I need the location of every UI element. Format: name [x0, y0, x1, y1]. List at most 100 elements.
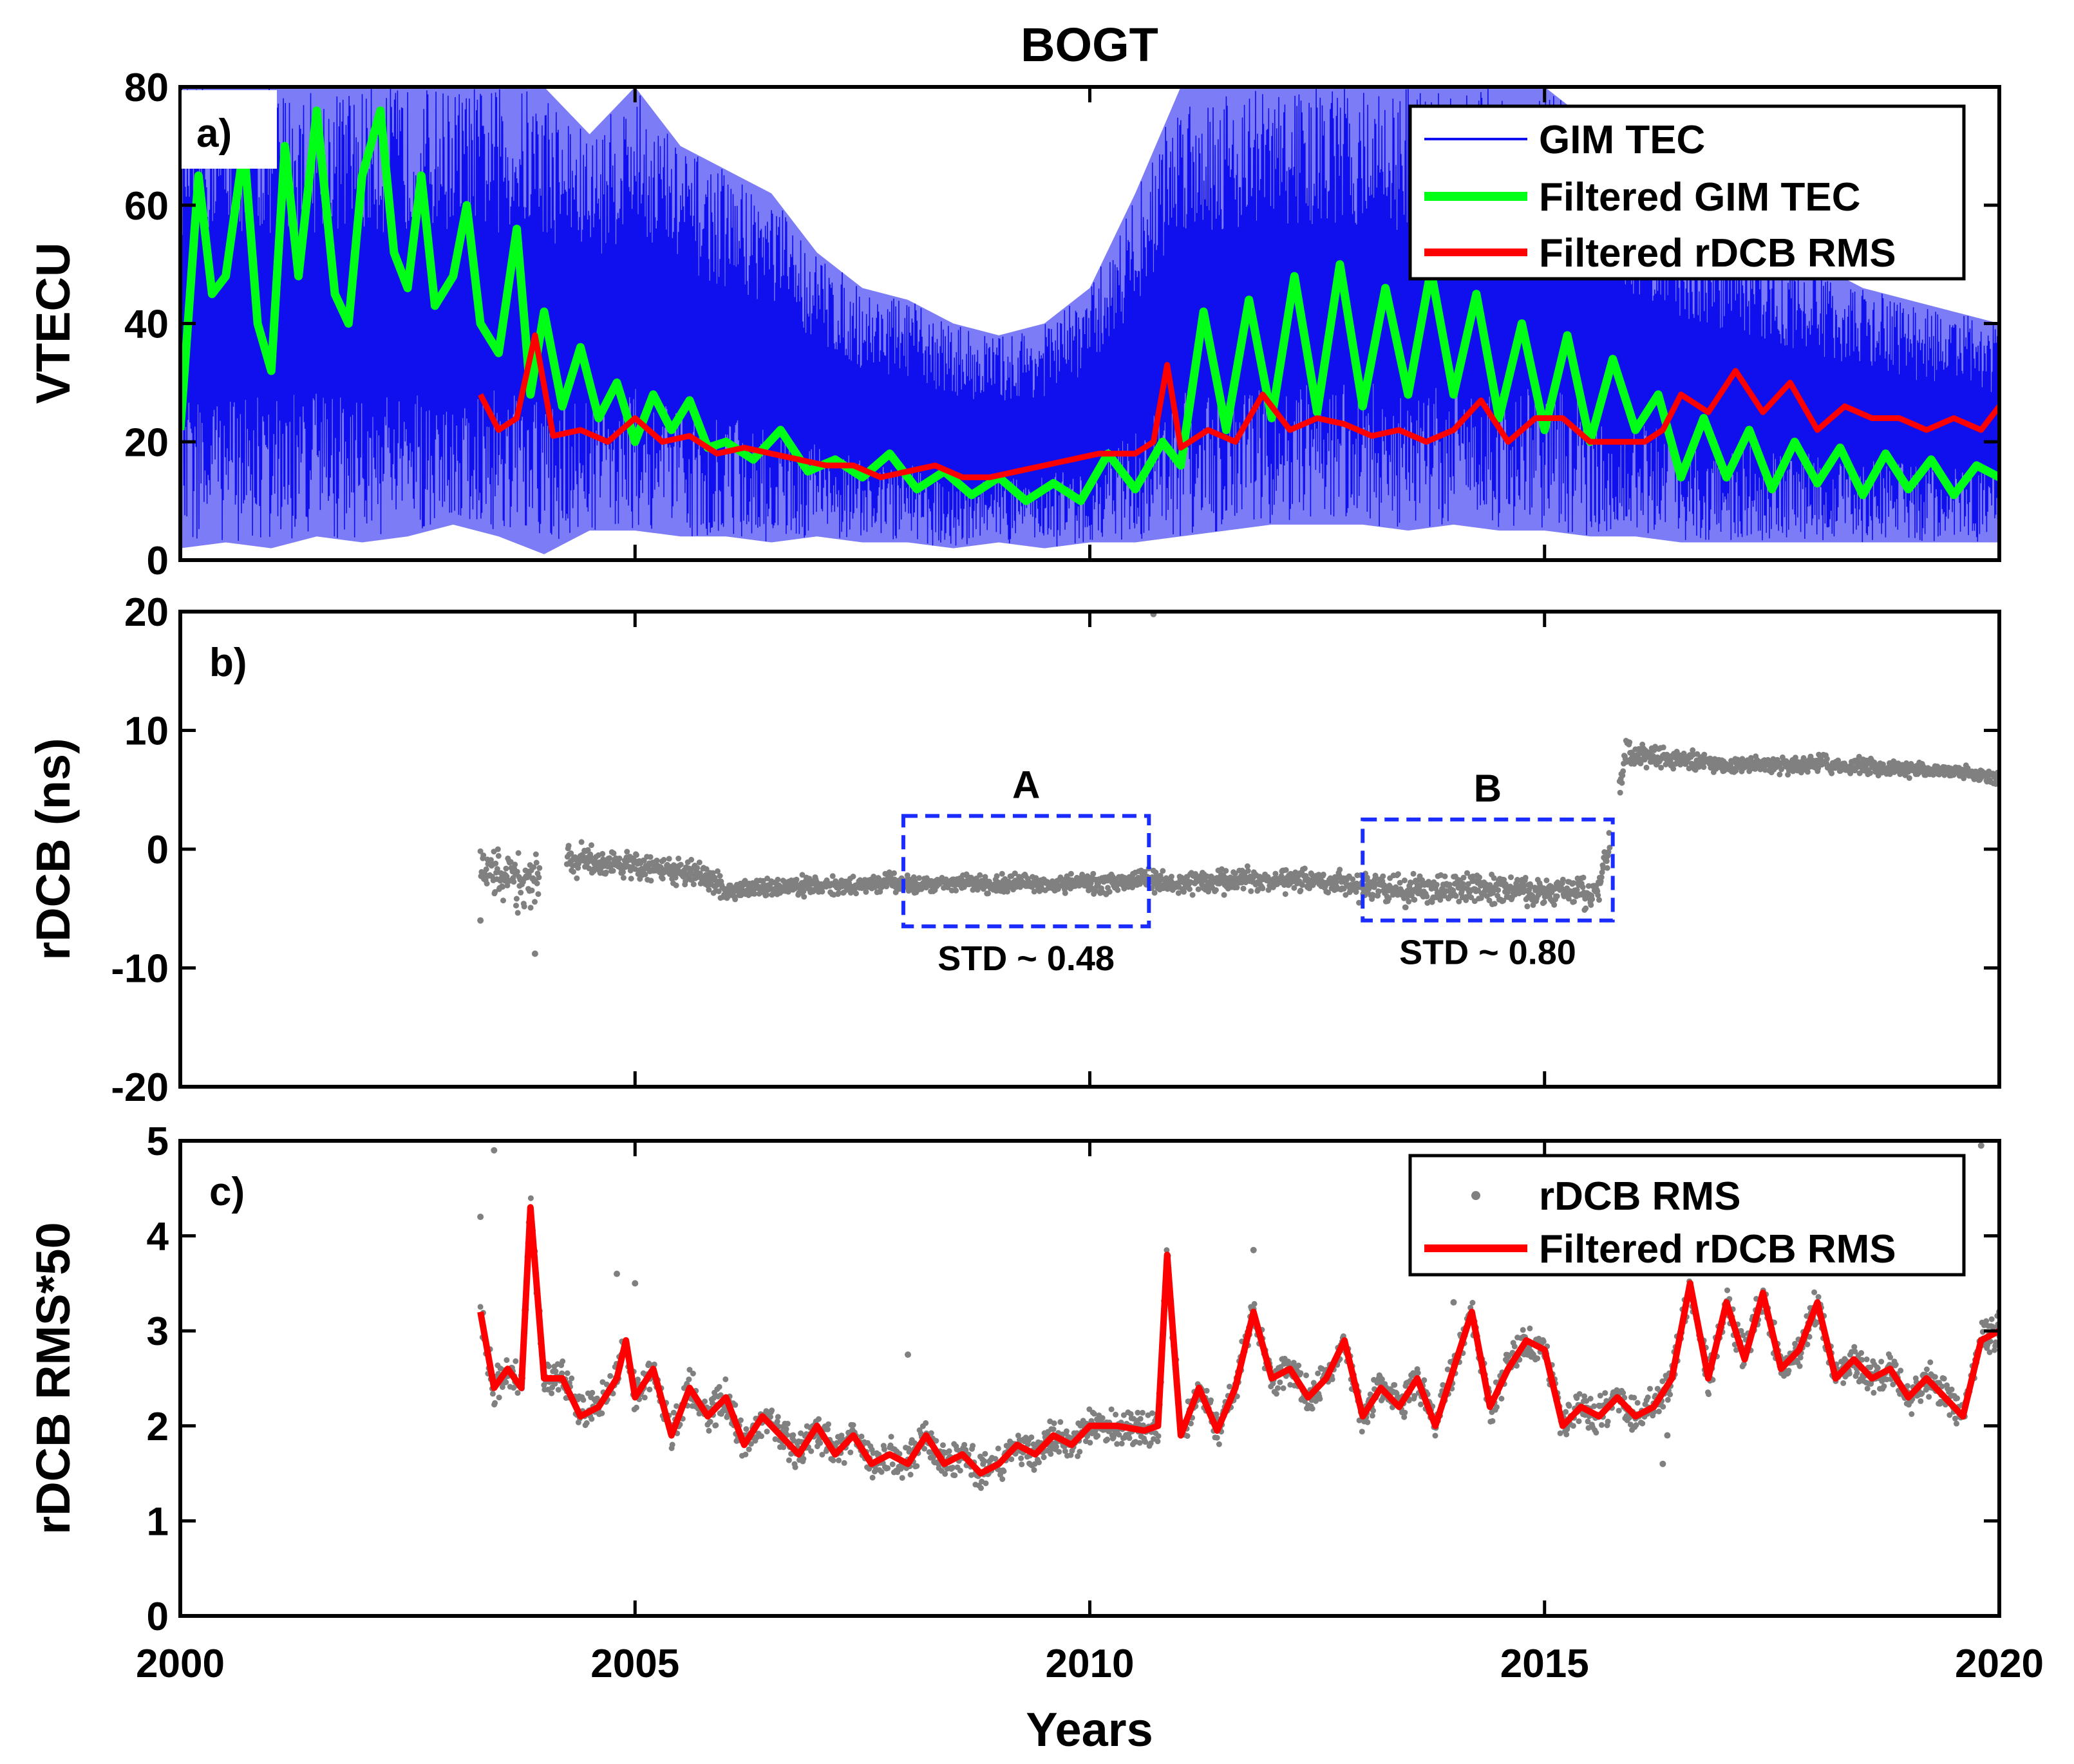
panel-a-ylabel: VTECU	[26, 243, 80, 404]
rdcb-point	[1500, 897, 1507, 904]
rdcb-rms-point	[1364, 1419, 1371, 1425]
rdcb-rms-point	[1923, 1366, 1930, 1373]
rdcb-point	[677, 861, 684, 868]
rdcb-rms-point	[489, 1391, 496, 1397]
rdcb-rms-point	[477, 1304, 484, 1310]
rdcb-rms-point	[1108, 1406, 1115, 1412]
panel-c-legend: rDCB RMS Filtered rDCB RMS	[1408, 1154, 1966, 1277]
rdcb-rms-point	[1147, 1440, 1154, 1447]
rdcb-rms-outlier-point	[614, 1270, 620, 1277]
rdcb-rms-point	[583, 1420, 590, 1426]
rdcb-point	[1574, 887, 1580, 893]
rdcb-rms-point	[686, 1376, 692, 1383]
rdcb-rms-point	[1095, 1432, 1101, 1439]
rdcb-point	[495, 846, 501, 852]
rdcb-rms-point	[1852, 1348, 1858, 1355]
rdcb-rms-point	[970, 1443, 976, 1449]
rdcb-rms-point	[1057, 1419, 1064, 1425]
rdcb-rms-point	[1593, 1429, 1599, 1436]
rdcb-rms-point	[1563, 1409, 1569, 1415]
rdcb-point	[1829, 770, 1835, 776]
rdcb-rms-point	[1075, 1453, 1081, 1459]
rdcb-point	[504, 874, 510, 879]
rdcb-rms-point	[1142, 1439, 1149, 1445]
rdcb-rms-point	[817, 1440, 824, 1446]
annotation-std-B: STD ~ 0.80	[1399, 934, 1576, 972]
rdcb-rms-point	[775, 1414, 781, 1420]
rdcb-point	[513, 896, 520, 902]
rdcb-point	[1468, 894, 1475, 901]
rdcb-rms-point	[1498, 1396, 1505, 1402]
rdcb-point	[1160, 868, 1166, 874]
rdcb-point	[715, 868, 721, 874]
rdcb-point	[1299, 882, 1306, 888]
rdcb-point	[1600, 865, 1607, 871]
rdcb-rms-point	[933, 1438, 939, 1444]
rdcb-point	[703, 866, 710, 872]
rdcb-point	[985, 890, 991, 897]
rdcb-rms-point	[1796, 1363, 1803, 1369]
rdcb-rms-point	[1051, 1420, 1057, 1427]
rdcb-rms-point	[1208, 1397, 1214, 1403]
panel-a-ytick-label: 60	[124, 184, 169, 229]
rdcb-rms-point	[1290, 1360, 1297, 1366]
rdcb-rms-point	[957, 1467, 963, 1474]
panel-c-ytick-label: 0	[147, 1595, 169, 1639]
rdcb-rms-point	[961, 1441, 968, 1448]
rdcb-rms-point	[1018, 1455, 1024, 1461]
rdcb-rms-outlier-point	[1664, 1432, 1671, 1439]
legend-c-filtered-rdcb-rms: Filtered rDCB RMS	[1539, 1227, 1896, 1271]
rdcb-rms-point	[869, 1474, 876, 1481]
rdcb-point	[536, 874, 542, 881]
rdcb-rms-point	[819, 1452, 825, 1458]
rdcb-rms-point	[850, 1422, 856, 1428]
panel-b-ytick-label: 10	[124, 709, 169, 754]
panel-c-ylabel: rDCB RMS*50	[26, 1222, 80, 1534]
rdcb-rms-point	[963, 1447, 969, 1453]
rdcb-point	[610, 868, 616, 874]
rdcb-rms-point	[830, 1458, 836, 1463]
rdcb-rms-point	[1740, 1361, 1747, 1367]
rdcb-point	[1350, 876, 1356, 883]
rdcb-rms-point	[841, 1459, 847, 1466]
rdcb-rms-point	[1815, 1294, 1822, 1300]
rdcb-rms-point	[1947, 1412, 1953, 1418]
rdcb-point	[835, 890, 842, 896]
rdcb-point	[515, 850, 522, 856]
rdcb-rms-point	[798, 1430, 804, 1436]
panel-a-ytick-label: 0	[147, 539, 169, 583]
panel-b-ylabel: rDCB (ns)	[26, 738, 80, 960]
rdcb-point	[1353, 889, 1359, 895]
rdcb-point	[513, 903, 519, 909]
rdcb-rms-outlier-point	[1977, 1142, 1984, 1149]
rdcb-outlier-point	[531, 950, 538, 957]
rdcb-point	[1408, 880, 1414, 886]
rdcb-point	[1068, 870, 1074, 877]
rdcb-point	[488, 857, 494, 863]
rdcb-rms-point	[1370, 1407, 1376, 1414]
panel-a-legend: GIM TEC Filtered GIM TEC Filtered rDCB R…	[1408, 104, 1966, 281]
rdcb-point	[1491, 901, 1498, 907]
rdcb-rms-point	[1954, 1420, 1959, 1427]
rdcb-point	[1701, 751, 1708, 758]
rdcb-point	[607, 855, 613, 861]
rdcb-point	[535, 891, 542, 897]
annotation-label-A: A	[1012, 763, 1040, 806]
rdcb-point	[1442, 873, 1448, 879]
rdcb-rms-point	[1213, 1411, 1220, 1418]
rdcb-rms-point	[786, 1457, 792, 1463]
rdcb-point	[1522, 874, 1529, 881]
rdcb-rms-point	[589, 1389, 596, 1396]
rdcb-point	[1701, 764, 1707, 770]
rdcb-rms-point	[1277, 1379, 1283, 1385]
rdcb-rms-point	[1116, 1432, 1122, 1438]
panel-b-ytick-label: -10	[111, 947, 169, 991]
rdcb-rms-point	[940, 1442, 946, 1449]
rdcb-point	[1560, 876, 1566, 883]
rdcb-point	[1906, 775, 1912, 781]
rdcb-rms-point	[492, 1400, 498, 1406]
rdcb-point	[511, 879, 517, 885]
rdcb-point	[1297, 887, 1304, 894]
